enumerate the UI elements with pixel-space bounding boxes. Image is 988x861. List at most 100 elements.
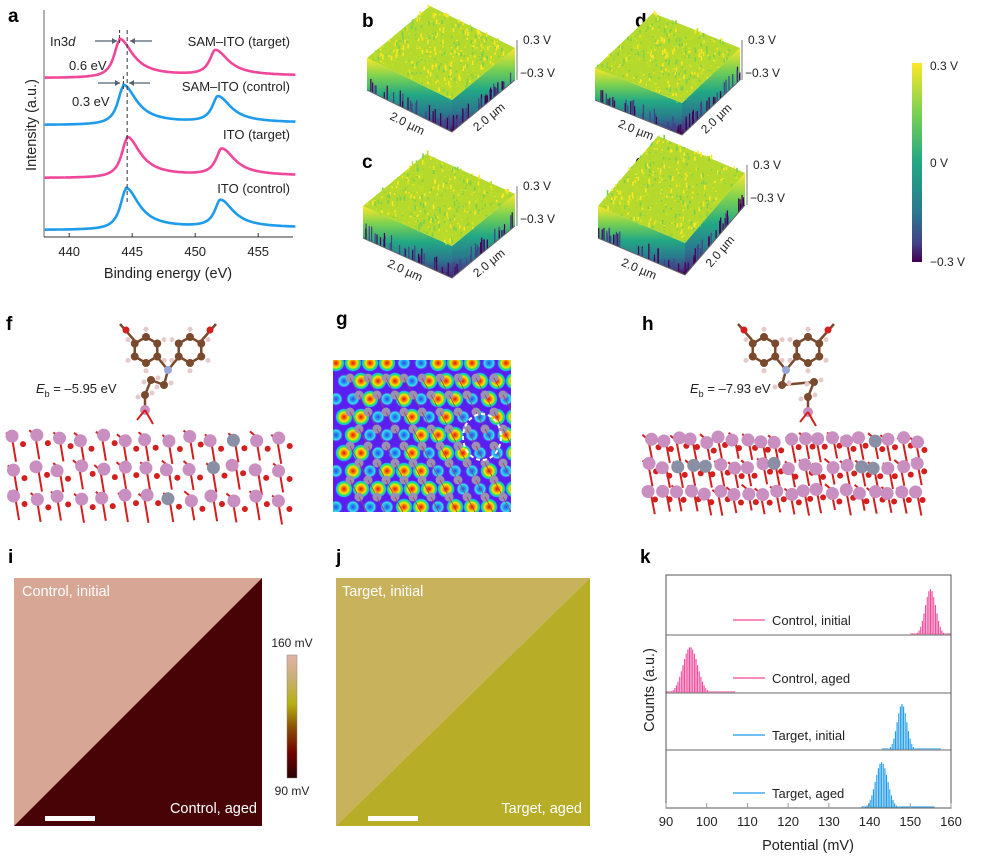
hydrogen-atom (187, 326, 193, 332)
series-label-2: SAM–ITO (control) (182, 79, 290, 94)
charge-hotspot (333, 360, 345, 372)
carbon-atom (130, 352, 139, 361)
oxygen-atom (21, 500, 28, 507)
carbon-atom (197, 339, 206, 348)
bond (412, 496, 422, 512)
charge-coolspot (397, 360, 411, 370)
charge-hotspot (395, 462, 413, 480)
hydrogen-atom (804, 381, 810, 387)
oxygen-atom (263, 474, 270, 481)
indium-atom (725, 433, 739, 447)
arrowhead-icon (115, 80, 120, 86)
hydrogen-atom (772, 384, 778, 390)
bond (717, 494, 724, 516)
oxygen-atom (836, 498, 843, 505)
oxygen-atom (879, 446, 886, 453)
charge-hotspot (463, 498, 481, 512)
xps-series-line (44, 186, 296, 231)
histogram-bar (880, 761, 883, 809)
indium-atom (248, 463, 262, 477)
bond (502, 462, 511, 479)
surface-b: 0.3 V−0.3 V2.0 µm 2.0 µm (366, 4, 555, 138)
charge-hotspot (386, 372, 404, 390)
hydrogen-atom (125, 357, 131, 363)
histogram-bar (887, 781, 889, 809)
oxygen-atom (824, 326, 832, 334)
histogram-bar (929, 588, 932, 636)
indium-atom (852, 431, 866, 445)
histogram-bar (924, 604, 927, 636)
indium-atom (138, 433, 152, 447)
x-tick-label: 140 (859, 814, 881, 829)
indium-atom (683, 432, 697, 446)
indium-atom (161, 492, 175, 506)
hydrogen-atom (143, 326, 149, 332)
indium-atom (756, 457, 770, 471)
oxygen-atom (44, 471, 51, 478)
carbon-atom (804, 359, 812, 367)
indium-atom (839, 483, 853, 497)
histogram-bar (680, 671, 683, 694)
oxygen-atom (738, 473, 745, 480)
bond (143, 498, 150, 523)
hydrogen-atom (155, 375, 161, 381)
oxygen-atom (264, 445, 271, 452)
surface-base-edge (366, 79, 516, 133)
oxygen-atom (176, 445, 183, 452)
oxygen-atom (45, 504, 52, 511)
charge-coolspot (333, 500, 343, 512)
charge-coolspot (363, 464, 377, 478)
indium-atom (140, 488, 154, 502)
z-bottom-label: −0.3 V (520, 212, 555, 226)
oxygen-atom (795, 444, 802, 451)
hydrogen-atom (779, 357, 785, 363)
indium-atom (118, 434, 132, 448)
charge-coolspot (388, 410, 402, 424)
histogram-bar (695, 658, 697, 694)
bond (502, 428, 511, 445)
surface-base-edge (594, 79, 741, 136)
histogram-series (861, 761, 935, 809)
carbon-atom (760, 333, 768, 341)
colorbar-top-label: 0.3 V (930, 59, 958, 73)
indium-atom (95, 491, 109, 505)
indium-atom (866, 461, 880, 475)
oxygen-atom (152, 444, 159, 451)
bond (807, 411, 817, 427)
hydrogen-atom (805, 368, 811, 374)
indium-atom (184, 494, 198, 508)
oxygen-atom (155, 500, 162, 507)
carbon-atom (147, 376, 155, 384)
oxygen-atom (780, 496, 787, 503)
histogram-bar (931, 591, 933, 636)
indium-atom (30, 492, 44, 506)
carbon-atom (174, 339, 183, 348)
arrowhead-icon (129, 80, 134, 86)
indium-atom (910, 435, 924, 449)
x-tick-label: 440 (58, 244, 80, 259)
indium-atom (700, 436, 714, 450)
indium-atom (203, 434, 217, 448)
panels-i-j-kpfm: i j Control, initial Control, aged 160 m… (8, 547, 590, 826)
hydrogen-atom (205, 337, 211, 343)
indium-atom (881, 432, 895, 446)
indium-atom (670, 485, 684, 499)
histogram-bar (696, 664, 699, 694)
oxygen-atom (109, 503, 116, 510)
z-bottom-label: −0.3 V (750, 191, 785, 205)
indium-atom (671, 460, 685, 474)
panels-f-h-dft: f g h Eb = –5.95 eV Eb = –7.93 eV (5, 309, 928, 525)
z-bottom-label: −0.3 V (745, 66, 780, 80)
indium-atom (5, 429, 19, 443)
series-label-1: SAM–ITO (target) (188, 34, 290, 49)
series-label-4: ITO (control) (217, 181, 290, 196)
bond (916, 494, 923, 516)
x-tick-label: 130 (818, 814, 840, 829)
indium-atom (183, 430, 197, 444)
map-content (333, 360, 511, 512)
carbon-atom (160, 381, 168, 389)
kpfm-control-aged (14, 578, 262, 826)
bond (502, 394, 511, 411)
surface-front-wall (367, 58, 452, 132)
plot-frame (665, 574, 952, 809)
